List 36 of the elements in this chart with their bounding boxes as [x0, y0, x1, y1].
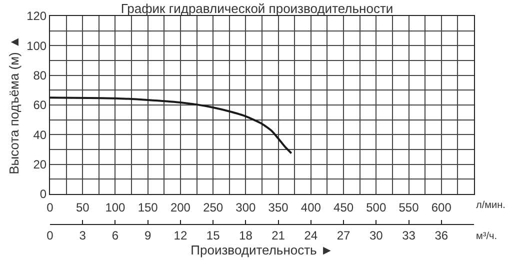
y-tick-label: 0	[40, 187, 47, 202]
x-tick-label: 150	[138, 200, 158, 214]
y-tick-label: 20	[33, 158, 47, 172]
x-tick-label: 250	[203, 200, 224, 214]
x2-tick-label: 3	[79, 228, 86, 242]
x-tick-label: 300	[236, 200, 256, 214]
y-axis-title: Высота подъёма (м) ▲	[6, 36, 22, 174]
x-tick-label: 400	[300, 200, 322, 214]
x2-tick-label: 18	[239, 228, 253, 242]
x-tick-label: 500	[366, 200, 386, 214]
x2-tick-label: 21	[272, 228, 286, 242]
x-axis-title: Производительность ►	[190, 242, 334, 258]
y-tick-label: 80	[33, 68, 47, 83]
y-tick-label: 60	[33, 98, 47, 112]
text: л/мин.	[476, 200, 506, 211]
x2-tick-label: 27	[336, 228, 351, 242]
x2-tick-label: 30	[369, 228, 384, 242]
x-tick-label: 50	[76, 200, 90, 214]
x2-tick-label: 12	[174, 228, 188, 242]
x-tick-label: 450	[334, 200, 354, 214]
x-tick-label: 100	[105, 200, 126, 214]
x-tick-label: 350	[268, 200, 289, 214]
y-tick-label: 120	[26, 9, 47, 24]
text: м³/ч.	[476, 231, 497, 242]
x-tick-label: 200	[170, 200, 191, 214]
x2-tick-label: 24	[304, 228, 318, 242]
y-tick-label: 100	[26, 38, 47, 53]
x2-tick-label: 15	[206, 228, 220, 242]
y-tick-label: 40	[33, 128, 47, 142]
x2-tick-label: 9	[144, 228, 152, 242]
x2-tick-label: 36	[434, 228, 448, 242]
x-tick-label: 550	[398, 200, 420, 214]
x2-tick-label: 33	[402, 228, 416, 242]
x2-tick-label: 6	[112, 228, 119, 242]
chart-title: График гидравлической производительности	[120, 1, 394, 16]
x-tick-label: 600	[431, 200, 452, 214]
